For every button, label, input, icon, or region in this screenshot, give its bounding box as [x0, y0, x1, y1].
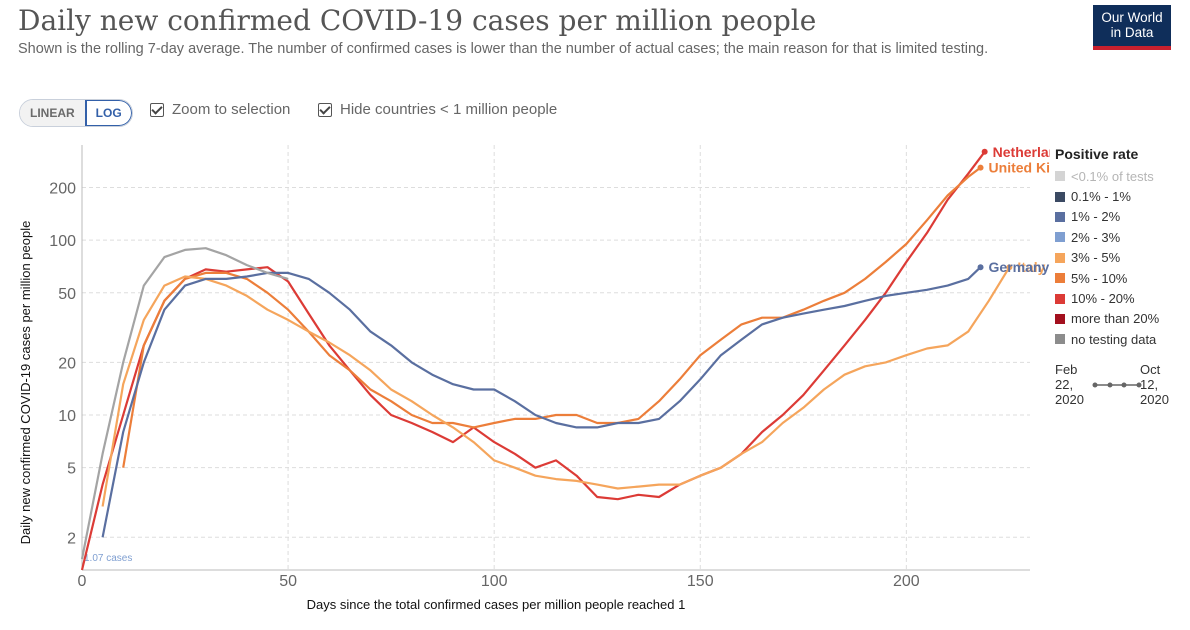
series-label: Germany [989, 259, 1050, 275]
zoom-to-selection-option[interactable]: Zoom to selection [150, 101, 290, 118]
series-end-marker [981, 148, 988, 155]
x-tick-label: 0 [78, 573, 87, 590]
legend-swatch [1055, 313, 1065, 324]
scale-toggle: LINEAR LOG [19, 99, 133, 127]
x-tick-label: 150 [687, 573, 714, 590]
y-tick-label: 10 [58, 408, 76, 425]
series-end-marker [977, 164, 984, 171]
legend-label: 1% - 2% [1071, 209, 1121, 225]
y-tick-label: 50 [58, 286, 76, 303]
legend-item[interactable]: 3% - 5% [1055, 248, 1185, 268]
timeline-end-day: 12, [1140, 377, 1159, 392]
legend-label: 2% - 3% [1071, 229, 1121, 245]
timeline-start-month: Feb [1055, 362, 1078, 377]
legend-item[interactable]: 0.1% - 1% [1055, 186, 1185, 206]
legend-item[interactable]: 5% - 10% [1055, 268, 1185, 288]
series-line-united-kingdom [122, 166, 982, 468]
owid-logo[interactable]: Our World in Data [1093, 5, 1171, 48]
timeline-slider[interactable] [1091, 379, 1143, 391]
series-line-no-testing [80, 247, 289, 560]
y-axis-title: Daily new confirmed COVID-19 cases per m… [18, 221, 33, 545]
legend-label: 5% - 10% [1071, 270, 1128, 286]
legend-label: 0.1% - 1% [1071, 189, 1131, 205]
x-tick-label: 100 [481, 573, 508, 590]
x-axis-title: Days since the total confirmed cases per… [307, 597, 686, 612]
legend-label: <0.1% of tests [1071, 168, 1154, 184]
series-label: Italy [1017, 259, 1045, 275]
hide-small-label: Hide countries < 1 million people [340, 101, 558, 118]
legend-swatch [1055, 232, 1065, 243]
legend-item[interactable]: 1% - 2% [1055, 207, 1185, 227]
legend-item[interactable]: <0.1% of tests [1055, 166, 1185, 186]
series-line-italy [101, 266, 1011, 507]
hide-small-checkbox[interactable] [318, 102, 332, 117]
timeline-end-year: 2020 [1140, 392, 1169, 407]
legend-item[interactable]: 2% - 3% [1055, 227, 1185, 247]
series-label: Netherlands [993, 144, 1050, 160]
x-tick-label: 50 [279, 573, 297, 590]
legend-swatch [1055, 273, 1065, 284]
y-tick-label: 20 [58, 355, 76, 372]
legend-label: 10% - 20% [1071, 291, 1135, 307]
series-end-marker [1006, 264, 1013, 271]
timeline-start-year: 2020 [1055, 392, 1084, 407]
legend-swatch [1055, 293, 1065, 304]
legend: Positive rate <0.1% of tests 0.1% - 1% 1% … [1055, 146, 1185, 350]
series-line-germany [101, 266, 982, 538]
timeline-end-month: Oct [1140, 362, 1161, 377]
legend-item[interactable]: 10% - 20% [1055, 288, 1185, 308]
chart-subtitle: Shown is the rolling 7-day average. The … [18, 41, 989, 57]
chart-title: Daily new confirmed COVID-19 cases per m… [18, 4, 817, 37]
legend-label: more than 20% [1071, 311, 1160, 327]
legend-swatch [1055, 211, 1065, 222]
series-line-netherlands [80, 151, 986, 571]
zoom-checkbox[interactable] [150, 102, 164, 117]
linear-scale-button[interactable]: LINEAR [20, 100, 85, 126]
legend-item[interactable]: no testing data [1055, 329, 1185, 349]
y-tick-label: 2 [67, 530, 76, 547]
log-scale-button[interactable]: LOG [84, 100, 132, 126]
series-end-marker [977, 264, 984, 271]
chart-area[interactable]: 2 5 10 20 50 100 200 0 50 100 150 200 Days since the… [0, 0, 1050, 630]
logo-line-1: Our World [1101, 10, 1163, 25]
series-label: United Kingdom [989, 160, 1050, 176]
y-tick-label: 100 [49, 233, 76, 250]
timeline-start: Feb 22, 2020 [1055, 362, 1095, 407]
y-tick-label: 200 [49, 181, 76, 198]
timeline-start-day: 22, [1055, 377, 1074, 392]
y-tick-label: 5 [67, 461, 76, 478]
legend-swatch [1055, 334, 1065, 345]
logo-accent-bar [1093, 46, 1171, 50]
legend-item[interactable]: more than 20% [1055, 309, 1185, 329]
legend-label: no testing data [1071, 331, 1157, 347]
hide-small-countries-option[interactable]: Hide countries < 1 million people [318, 101, 557, 118]
legend-label: 3% - 5% [1071, 250, 1121, 266]
x-tick-label: 200 [893, 573, 920, 590]
legend-swatch [1055, 252, 1065, 263]
legend-swatch [1055, 171, 1065, 182]
legend-title: Positive rate [1055, 146, 1139, 162]
min-value-annotation: 1.07 cases [84, 553, 132, 564]
legend-swatch [1055, 191, 1065, 202]
logo-line-2: in Data [1110, 25, 1154, 40]
timeline-end: Oct 12, 2020 [1140, 362, 1180, 407]
zoom-label: Zoom to selection [172, 101, 291, 118]
